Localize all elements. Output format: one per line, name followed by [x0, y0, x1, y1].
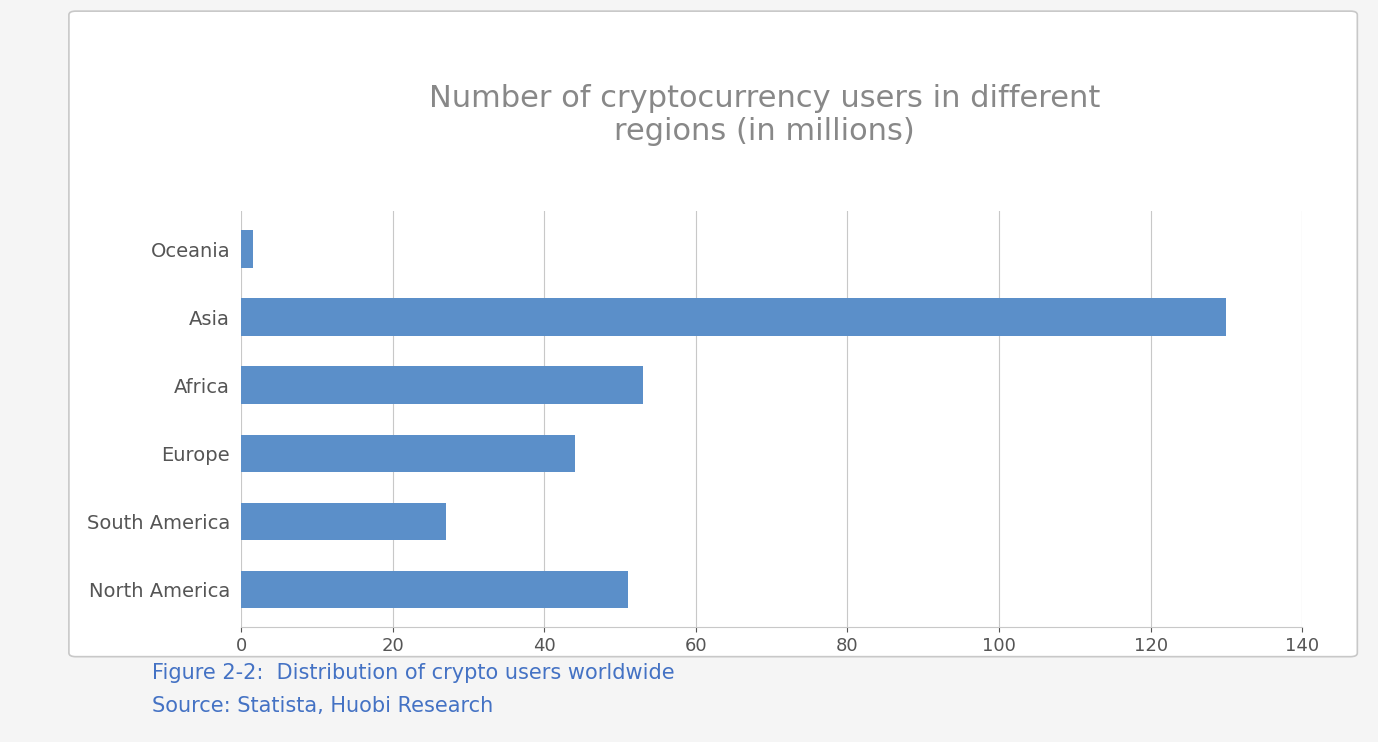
Text: Number of cryptocurrency users in different
regions (in millions): Number of cryptocurrency users in differ… — [429, 84, 1101, 146]
Bar — [241, 230, 252, 268]
Text: Source: Statista, Huobi Research: Source: Statista, Huobi Research — [152, 697, 493, 716]
Bar — [241, 298, 1226, 336]
Bar — [241, 435, 575, 472]
Bar — [241, 502, 445, 540]
Bar — [241, 571, 627, 608]
Bar — [241, 367, 642, 404]
Text: Figure 2-2:  Distribution of crypto users worldwide: Figure 2-2: Distribution of crypto users… — [152, 663, 674, 683]
